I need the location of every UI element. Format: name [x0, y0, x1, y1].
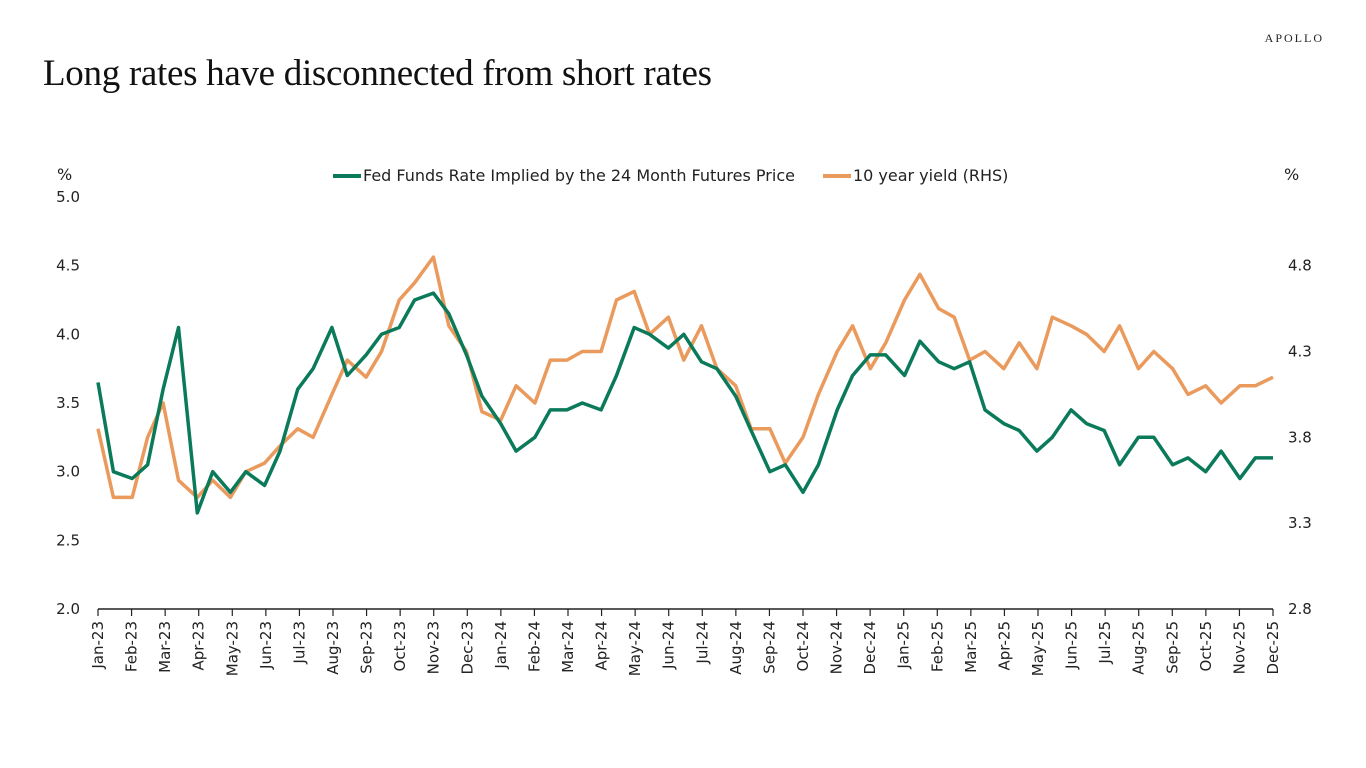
left-axis-tick-label: 3.5 [56, 394, 80, 412]
legend-label-10-year: 10 year yield (RHS) [852, 166, 1009, 185]
x-tick-label: Nov-24 [828, 621, 846, 674]
legend-swatch-fed-funds [333, 173, 361, 178]
legend-swatch-10-year [822, 173, 851, 178]
x-tick-label: Mar-24 [559, 621, 577, 673]
x-tick-label: Feb-24 [525, 621, 543, 672]
x-tick-label: Jun-24 [660, 621, 678, 670]
right-axis-tick-label: 4.3 [1288, 343, 1312, 361]
x-tick-label: Apr-24 [593, 621, 611, 671]
x-tick-label: May-24 [626, 621, 644, 676]
right-axis-tick-label: 2.8 [1288, 600, 1312, 618]
x-tick-label: Jan-25 [895, 621, 913, 670]
page-title: Long rates have disconnected from short … [43, 53, 712, 94]
x-tick-label: Aug-25 [1130, 621, 1148, 675]
x-tick-label: Jun-23 [257, 621, 275, 670]
apollo-logo: APOLLO [1264, 31, 1324, 45]
left-axis-unit: % [57, 165, 73, 184]
legend: Fed Funds Rate Implied by the 24 Month F… [333, 166, 1036, 185]
x-tick-label: Dec-24 [861, 621, 879, 675]
x-tick-label: Mar-25 [962, 621, 980, 673]
x-tick-label: Feb-23 [123, 621, 141, 672]
x-tick-label: Aug-23 [324, 621, 342, 675]
x-tick-label: Dec-25 [1264, 621, 1282, 675]
legend-item-fed-funds: Fed Funds Rate Implied by the 24 Month F… [333, 166, 795, 185]
x-tick-label: Aug-24 [727, 621, 745, 675]
x-tick-label: Oct-25 [1197, 621, 1215, 671]
x-tick-label: Jul-24 [693, 621, 711, 665]
x-tick-label: Dec-23 [458, 621, 476, 675]
x-tick-label: Apr-23 [190, 621, 208, 671]
series-line-10-year [96, 255, 1274, 500]
right-axis-unit: % [1284, 165, 1300, 184]
x-tick-label: Jan-24 [492, 621, 510, 670]
x-tick-label: Sep-24 [760, 621, 778, 674]
x-tick-label: Nov-25 [1230, 621, 1248, 674]
left-axis-tick-label: 2.5 [56, 531, 80, 549]
x-tick-label: Jul-25 [1096, 621, 1114, 665]
left-axis-tick-label: 2.0 [56, 600, 80, 618]
right-axis-tick-label: 3.3 [1288, 514, 1312, 532]
x-tick-label: Jun-25 [1063, 621, 1081, 670]
x-tick-label: Sep-25 [1163, 621, 1181, 674]
x-tick-label: Feb-25 [928, 621, 946, 672]
x-tick-label: Jan-23 [89, 621, 107, 670]
left-axis-tick-label: 3.0 [56, 463, 80, 481]
right-axis-tick-label: 4.8 [1288, 257, 1312, 275]
x-tick-label: Oct-23 [391, 621, 409, 671]
x-tick-label: May-25 [1029, 621, 1047, 676]
left-axis-tick-label: 4.0 [56, 325, 80, 343]
x-tick-label: Sep-23 [358, 621, 376, 674]
x-tick-label: Oct-24 [794, 621, 812, 671]
left-axis-tick-label: 4.5 [56, 257, 80, 275]
legend-label-fed-funds: Fed Funds Rate Implied by the 24 Month F… [363, 166, 795, 185]
right-axis-tick-label: 3.8 [1288, 428, 1312, 446]
x-tick-label: May-23 [223, 621, 241, 676]
series-line-fed-funds [96, 291, 1273, 515]
left-axis-tick-label: 5.0 [56, 188, 80, 206]
legend-item-10-year: 10 year yield (RHS) [822, 166, 1009, 185]
x-tick-label: Nov-23 [425, 621, 443, 674]
x-tick-label: Mar-23 [156, 621, 174, 673]
x-tick-label: Jul-23 [290, 621, 308, 665]
x-tick-label: Apr-25 [995, 621, 1013, 671]
